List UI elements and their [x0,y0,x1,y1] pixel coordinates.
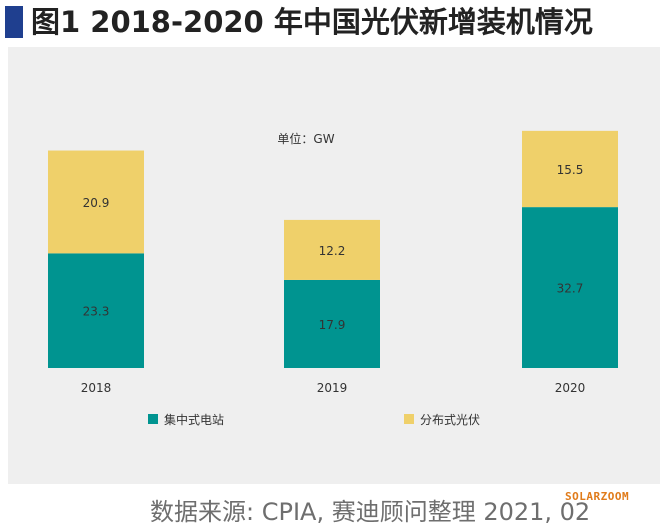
data-label-2019-series-1: 12.2 [319,244,346,258]
x-tick-label-2018: 2018 [81,381,112,395]
bar-2018-series-1 [48,150,144,254]
x-tick-label-2020: 2020 [555,381,586,395]
x-tick-label-2019: 2019 [317,381,348,395]
data-label-2019-series-0: 17.9 [319,318,346,332]
legend-label-series-1: 分布式光伏 [420,413,480,427]
data-label-2020-series-1: 15.5 [557,163,584,177]
title-accent-bar [5,6,23,38]
brand-watermark: SOLARZOOM [565,490,630,503]
bar-2020-series-1 [522,130,618,208]
data-label-2018-series-1: 20.9 [83,196,110,210]
data-label-2020-series-0: 32.7 [557,282,584,296]
stacked-bar-chart: 23.3 20.9 2018 17.9 12.2 2019 32.7 15.5 2020 单位：G… [48,130,618,427]
legend-swatch-series-1 [404,414,414,424]
bar-2020-series-0 [522,207,618,368]
bar-2019-series-0 [284,279,380,368]
legend-swatch-series-0 [148,414,158,424]
chart-panel: 23.3 20.9 2018 17.9 12.2 2019 32.7 15.5 2020 单位：G… [8,47,660,484]
bar-2018-series-0 [48,253,144,368]
unit-label: 单位：GW [277,131,334,146]
source-note: 数据来源: CPIA, 赛迪顾问整理 2021, 02 [150,498,591,526]
legend-label-series-0: 集中式电站 [164,412,224,427]
bar-2019-series-1 [284,219,380,280]
data-label-2018-series-0: 23.3 [83,305,110,319]
page-title: 图1 2018-2020 年中国光伏新增装机情况 [31,5,593,39]
